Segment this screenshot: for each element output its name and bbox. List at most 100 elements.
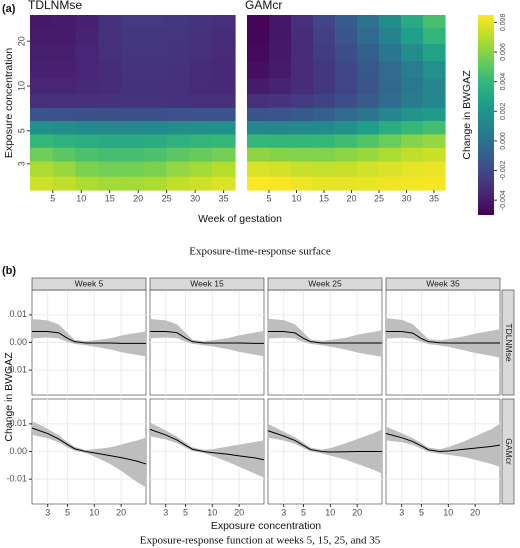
colorbar-tick-label: 0.006 bbox=[500, 43, 507, 61]
heat-cell bbox=[52, 77, 77, 94]
x-tick-label: 25 bbox=[374, 193, 384, 203]
heat-cell bbox=[75, 133, 99, 148]
column-strip bbox=[31, 277, 147, 291]
heat-cell bbox=[401, 15, 424, 28]
heat-cell bbox=[401, 147, 424, 162]
heat-cell bbox=[401, 27, 424, 44]
panel-label: (a) bbox=[2, 3, 16, 15]
heat-cell bbox=[379, 120, 402, 135]
heat-cell bbox=[166, 147, 191, 162]
x-tick-label: 10 bbox=[207, 507, 217, 517]
heat-cell bbox=[401, 43, 424, 61]
x-tick-label: 10 bbox=[291, 193, 301, 203]
heat-cell bbox=[166, 77, 191, 94]
y-tick-label: 10 bbox=[16, 81, 26, 91]
heat-cell bbox=[357, 120, 380, 135]
heat-cell bbox=[143, 93, 168, 108]
heat-cell bbox=[143, 147, 168, 162]
heat-cell bbox=[30, 161, 54, 177]
heat-cell bbox=[166, 43, 191, 61]
heat-cell bbox=[423, 60, 446, 79]
heat-cell bbox=[212, 107, 236, 122]
heat-cell bbox=[98, 176, 122, 191]
x-tick-label: 3 bbox=[399, 507, 404, 517]
heat-cell bbox=[166, 161, 191, 177]
heat-cell bbox=[313, 15, 336, 28]
caption: Exposure-response function at weeks 5, 1… bbox=[140, 535, 381, 547]
heat-cell bbox=[143, 15, 168, 28]
heat-cell bbox=[75, 93, 99, 108]
heat-cell bbox=[357, 133, 380, 148]
heat-cell bbox=[357, 27, 380, 44]
confidence-band bbox=[268, 318, 382, 357]
heat-cell bbox=[423, 120, 446, 135]
heat-cell bbox=[269, 176, 292, 191]
heat-cell bbox=[357, 93, 380, 108]
heat-cell bbox=[52, 120, 77, 135]
x-tick-label: 25 bbox=[162, 193, 172, 203]
heat-cell bbox=[98, 60, 122, 79]
heat-cell bbox=[423, 93, 446, 108]
heat-cell bbox=[75, 15, 99, 28]
heat-cell bbox=[75, 147, 99, 162]
heat-cell bbox=[121, 77, 145, 94]
heat-cell bbox=[423, 133, 446, 148]
y-tick-label: 0.00 bbox=[9, 446, 27, 456]
heat-cell bbox=[121, 93, 145, 108]
confidence-band bbox=[32, 421, 146, 488]
x-tick-label: 5 bbox=[266, 193, 271, 203]
heat-cell bbox=[291, 147, 314, 162]
heat-cell bbox=[291, 27, 314, 44]
estimate-line bbox=[150, 330, 264, 344]
heat-cell bbox=[401, 176, 424, 191]
heat-cell bbox=[189, 161, 213, 177]
heat-cell bbox=[212, 27, 236, 44]
heat-cell bbox=[291, 93, 314, 108]
heat-cell bbox=[423, 15, 446, 28]
heat-cell bbox=[335, 15, 358, 28]
heat-cell bbox=[52, 15, 77, 28]
heat-cell bbox=[212, 176, 236, 191]
heat-cell bbox=[313, 107, 336, 122]
colorbar bbox=[478, 15, 494, 215]
heat-cell bbox=[357, 15, 380, 28]
heat-cell bbox=[291, 107, 314, 122]
y-tick-label: 0.01 bbox=[9, 418, 27, 428]
heat-cell bbox=[291, 77, 314, 94]
heat-cell bbox=[166, 27, 191, 44]
heat-cell bbox=[189, 147, 213, 162]
heat-cell bbox=[52, 107, 77, 122]
heat-cell bbox=[247, 120, 270, 135]
heat-cell bbox=[98, 147, 122, 162]
heat-cell bbox=[189, 27, 213, 44]
heat-cell bbox=[379, 77, 402, 94]
x-tick-label: 3 bbox=[163, 507, 168, 517]
y-tick-label: 3 bbox=[16, 161, 26, 166]
panel-label: (b) bbox=[2, 265, 16, 277]
heat-cell bbox=[291, 161, 314, 177]
heat-cell bbox=[247, 133, 270, 148]
heat-cell bbox=[401, 133, 424, 148]
heat-cell bbox=[247, 77, 270, 94]
x-tick-label: 35 bbox=[219, 193, 229, 203]
heat-cell bbox=[269, 27, 292, 44]
heat-cell bbox=[379, 93, 402, 108]
heat-cell bbox=[401, 120, 424, 135]
x-tick-label: 10 bbox=[89, 507, 99, 517]
heat-cell bbox=[269, 147, 292, 162]
heat-cell bbox=[30, 107, 54, 122]
confidence-band bbox=[386, 423, 500, 467]
heat-cell bbox=[269, 93, 292, 108]
heat-cell bbox=[143, 60, 168, 79]
heat-cell bbox=[379, 133, 402, 148]
heat-cell bbox=[269, 43, 292, 61]
heat-cell bbox=[212, 60, 236, 79]
heat-cell bbox=[30, 120, 54, 135]
heat-cell bbox=[379, 43, 402, 61]
heat-cell bbox=[401, 77, 424, 94]
colorbar-tick-label: -0.004 bbox=[500, 190, 507, 210]
estimate-line bbox=[385, 433, 501, 453]
heat-cell bbox=[189, 43, 213, 61]
